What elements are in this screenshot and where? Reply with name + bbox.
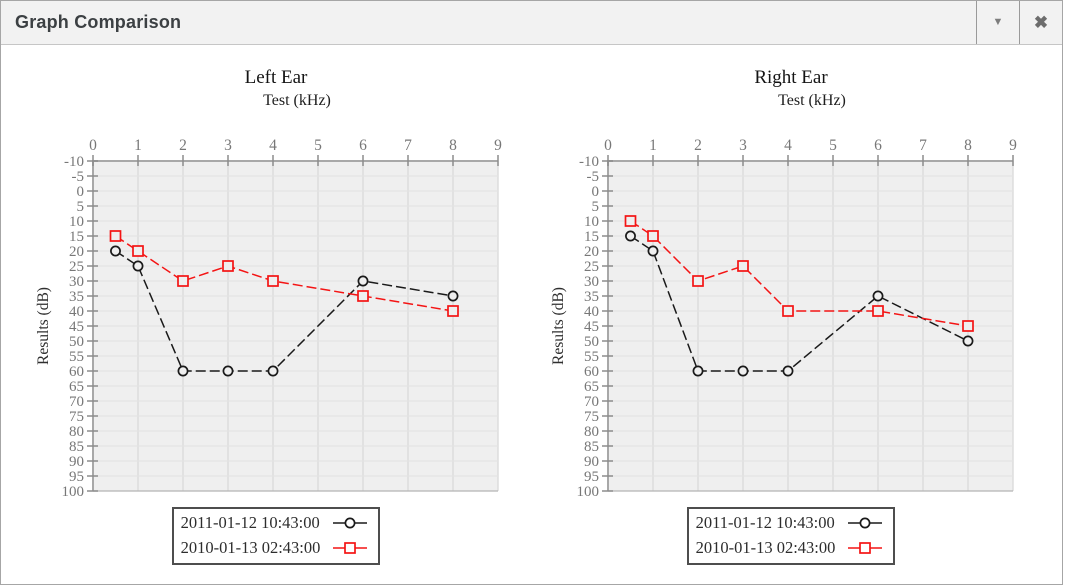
svg-text:30: 30 [69, 274, 84, 290]
svg-text:5: 5 [77, 199, 85, 215]
svg-text:60: 60 [69, 364, 84, 380]
legend: 2011-01-12 10:43:00 2010-01-13 02:43:00 [686, 507, 896, 565]
svg-text:5: 5 [314, 137, 322, 154]
square-marker-icon [333, 541, 368, 554]
svg-text:40: 40 [69, 304, 84, 320]
svg-text:0: 0 [604, 137, 612, 154]
window-titlebar: Graph Comparison ▼ ✖ [1, 1, 1062, 45]
svg-text:80: 80 [69, 424, 84, 440]
square-marker-icon [848, 541, 883, 554]
svg-text:60: 60 [584, 364, 599, 380]
svg-text:20: 20 [69, 244, 84, 260]
svg-text:-5: -5 [587, 169, 600, 185]
svg-text:8: 8 [449, 137, 457, 154]
svg-text:50: 50 [584, 334, 599, 350]
svg-text:45: 45 [584, 319, 599, 335]
chevron-down-icon: ▼ [992, 16, 1004, 28]
legend-label: 2011-01-12 10:43:00 [180, 513, 320, 532]
svg-text:65: 65 [584, 379, 599, 395]
legend-item: 2010-01-13 02:43:00 [696, 535, 885, 560]
svg-text:35: 35 [584, 289, 599, 305]
svg-text:95: 95 [69, 469, 84, 485]
svg-text:4: 4 [269, 137, 277, 154]
svg-text:30: 30 [584, 274, 599, 290]
svg-text:70: 70 [69, 394, 84, 410]
legend-label: 2011-01-12 10:43:00 [695, 513, 835, 532]
svg-text:10: 10 [584, 214, 599, 230]
svg-text:Results (dB): Results (dB) [35, 287, 52, 365]
svg-text:85: 85 [69, 439, 84, 455]
svg-text:6: 6 [874, 137, 882, 154]
chart-title: Right Ear [754, 67, 828, 88]
legend-item: 2011-01-12 10:43:00 [696, 510, 885, 535]
svg-text:6: 6 [359, 137, 367, 154]
svg-text:90: 90 [69, 454, 84, 470]
svg-text:Results (dB): Results (dB) [550, 287, 567, 365]
chart-x-axis-title: Test (kHz) [263, 92, 331, 109]
svg-text:0: 0 [77, 184, 85, 200]
svg-text:15: 15 [69, 229, 84, 245]
left-ear-chart: Left Ear Test (kHz) 0 1 2 3 4 5 6 7 8 9 -10 -5 0 5 10 1… [35, 67, 517, 584]
svg-text:25: 25 [584, 259, 599, 275]
svg-text:-10: -10 [579, 154, 599, 170]
svg-text:10: 10 [69, 214, 84, 230]
legend: 2011-01-12 10:43:00 2010-01-13 02:43:00 [171, 507, 381, 565]
svg-text:70: 70 [584, 394, 599, 410]
svg-text:2: 2 [694, 137, 702, 154]
svg-text:100: 100 [577, 484, 600, 500]
svg-text:45: 45 [69, 319, 84, 335]
svg-text:4: 4 [784, 137, 792, 154]
svg-text:1: 1 [134, 137, 142, 154]
window-title: Graph Comparison [15, 12, 182, 32]
svg-text:2: 2 [179, 137, 187, 154]
legend-item: 2011-01-12 10:43:00 [181, 510, 370, 535]
svg-text:9: 9 [1009, 137, 1017, 154]
circle-marker-icon [332, 517, 367, 528]
svg-text:55: 55 [584, 349, 599, 365]
svg-text:9: 9 [494, 137, 502, 154]
charts-area: Left Ear Test (kHz) 0 1 2 3 4 5 6 7 8 9 -10 -5 0 5 10 1… [1, 45, 1062, 584]
right-ear-plot: 0 1 2 3 4 5 6 7 8 9-10-50510152025303540455055606… [550, 137, 1017, 500]
legend-item: 2010-01-13 02:43:00 [181, 535, 370, 560]
svg-text:95: 95 [584, 469, 599, 485]
svg-text:75: 75 [584, 409, 599, 425]
svg-text:50: 50 [69, 334, 84, 350]
legend-label: 2010-01-13 02:43:00 [695, 538, 836, 557]
svg-text:0: 0 [592, 184, 600, 200]
collapse-button[interactable]: ▼ [976, 1, 1019, 44]
svg-text:-10: -10 [64, 154, 84, 170]
svg-text:90: 90 [584, 454, 599, 470]
svg-text:3: 3 [739, 137, 747, 154]
svg-text:-5: -5 [72, 169, 85, 185]
chart-title: Left Ear [244, 67, 308, 88]
svg-text:20: 20 [584, 244, 599, 260]
svg-text:75: 75 [69, 409, 84, 425]
svg-text:0: 0 [89, 137, 97, 154]
legend-label: 2010-01-13 02:43:00 [180, 538, 321, 557]
svg-text:5: 5 [592, 199, 600, 215]
svg-text:85: 85 [584, 439, 599, 455]
close-button[interactable]: ✖ [1019, 1, 1062, 44]
right-ear-chart: Right Ear Test (kHz) 0 1 2 3 4 5 6 7 8 9 -10 -5 0 5 10… [550, 67, 1032, 584]
svg-text:7: 7 [919, 137, 927, 154]
svg-text:40: 40 [584, 304, 599, 320]
left-ear-plot: 0 1 2 3 4 5 6 7 8 9-10-50510152025303540455055606… [35, 137, 502, 500]
svg-text:7: 7 [404, 137, 412, 154]
svg-text:8: 8 [964, 137, 972, 154]
svg-text:65: 65 [69, 379, 84, 395]
circle-marker-icon [847, 517, 882, 528]
chart-x-axis-title: Test (kHz) [778, 92, 846, 109]
svg-text:25: 25 [69, 259, 84, 275]
svg-text:35: 35 [69, 289, 84, 305]
svg-text:5: 5 [829, 137, 837, 154]
svg-text:100: 100 [62, 484, 85, 500]
svg-text:15: 15 [584, 229, 599, 245]
svg-text:1: 1 [649, 137, 657, 154]
svg-text:55: 55 [69, 349, 84, 365]
svg-text:3: 3 [224, 137, 232, 154]
svg-text:80: 80 [584, 424, 599, 440]
close-icon: ✖ [1033, 13, 1049, 32]
